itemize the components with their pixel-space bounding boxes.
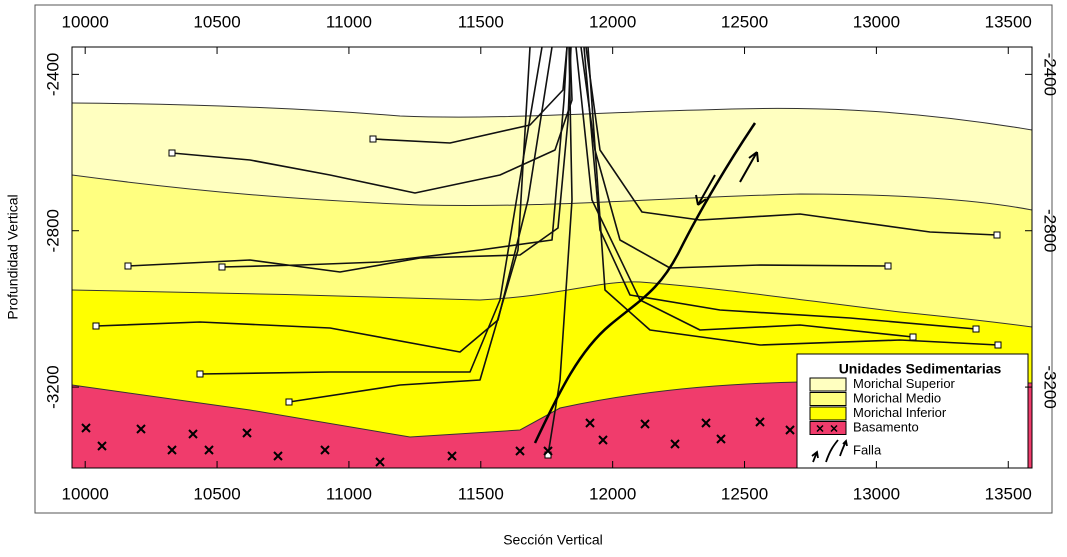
x-tick-label: 12500 [721, 484, 768, 503]
y-tick-label: -2800 [43, 209, 62, 252]
legend-title: Unidades Sedimentarias [839, 361, 1002, 377]
well-head [973, 326, 979, 332]
x-tick-label: 13000 [853, 484, 900, 503]
x-tick-label: 12500 [721, 12, 768, 31]
y-tick-label: -3200 [43, 365, 62, 408]
well-head [885, 263, 891, 269]
y-axis-title: Profundidad Vertical [5, 194, 21, 319]
legend-swatch [810, 422, 846, 435]
legend-swatch [810, 393, 846, 406]
legend-label: Morichal Medio [853, 390, 941, 405]
legend-swatch [810, 407, 846, 420]
x-tick-label: 10500 [193, 12, 240, 31]
y-tick-label: -2400 [43, 53, 62, 96]
x-tick-label: 11500 [458, 484, 504, 503]
well-head [197, 371, 203, 377]
well-head [219, 264, 225, 270]
x-tick-label: 12000 [589, 12, 636, 31]
x-tick-label: 13000 [853, 12, 900, 31]
legend-label: Morichal Superior [853, 376, 956, 391]
well-head [910, 334, 916, 340]
legend-label: Morichal Inferior [853, 405, 947, 420]
y-tick-label: -2400 [1041, 53, 1060, 96]
x-axis-title: Sección Vertical [503, 532, 603, 548]
well-head [169, 150, 175, 156]
x-tick-label: 11000 [326, 484, 372, 503]
well-head [93, 323, 99, 329]
legend-label: Falla [853, 442, 882, 457]
x-tick-label: 10500 [193, 484, 240, 503]
y-tick-label: -3200 [1041, 365, 1060, 408]
well-head [995, 342, 1001, 348]
y-tick-label: -2800 [1041, 209, 1060, 252]
x-tick-label: 13500 [985, 12, 1032, 31]
legend-label: Basamento [853, 419, 919, 434]
x-tick-label: 13500 [985, 484, 1032, 503]
x-tick-label: 11000 [326, 12, 372, 31]
well-head [286, 399, 292, 405]
x-tick-label: 11500 [458, 12, 504, 31]
x-tick-label: 10000 [62, 12, 109, 31]
x-tick-label: 10000 [62, 484, 109, 503]
well-head [994, 232, 1000, 238]
legend: Unidades Sedimentarias Morichal Superior… [797, 354, 1028, 468]
well-head [370, 136, 376, 142]
legend-swatch [810, 378, 846, 391]
x-tick-label: 12000 [589, 484, 636, 503]
chart: Sección Vertical Profundidad Vertical Un… [0, 0, 1067, 552]
well-head [125, 263, 131, 269]
